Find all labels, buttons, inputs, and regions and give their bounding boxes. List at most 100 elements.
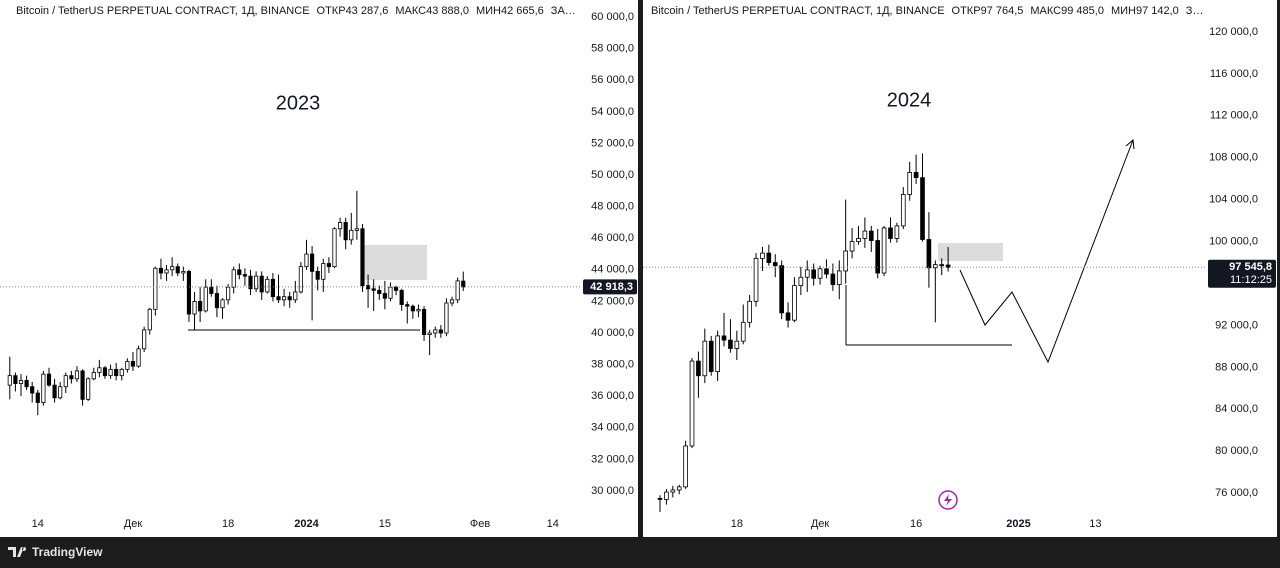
year-label: 2023 bbox=[276, 92, 321, 114]
candle-body bbox=[52, 384, 57, 399]
y-tick-label: 52 000,0 bbox=[591, 137, 634, 149]
candle-body bbox=[198, 301, 203, 312]
ohlc-name: МАКС bbox=[1030, 5, 1062, 17]
candle-body bbox=[46, 373, 52, 386]
y-tick-label: 36 000,0 bbox=[591, 390, 634, 402]
candle-body bbox=[868, 230, 874, 241]
candle-body bbox=[382, 293, 387, 299]
ohlc-name: МИН bbox=[475, 5, 501, 17]
candle-body bbox=[209, 286, 214, 294]
candle-body bbox=[310, 253, 315, 272]
candle-body bbox=[164, 269, 169, 274]
candle-body bbox=[444, 302, 449, 334]
y-tick-label: 104 000,0 bbox=[1209, 194, 1258, 206]
candle-body bbox=[69, 375, 74, 380]
y-tick-label: 48 000,0 bbox=[591, 201, 634, 213]
chart-header: Bitcoin / TetherUS PERPETUAL CONTRACT, 1… bbox=[651, 5, 1207, 17]
candle-body bbox=[170, 266, 175, 271]
left-panel bbox=[0, 0, 638, 537]
candle-body bbox=[136, 348, 141, 367]
candle-body bbox=[410, 305, 415, 312]
candle-body bbox=[907, 172, 913, 195]
y-tick-label: 120 000,0 bbox=[1209, 26, 1258, 38]
y-tick-label: 44 000,0 bbox=[591, 264, 634, 276]
y-tick-label: 34 000,0 bbox=[591, 422, 634, 434]
candle-body bbox=[433, 329, 438, 334]
candle-body bbox=[804, 269, 810, 278]
candle-body bbox=[875, 240, 881, 274]
brand-name: TradingView bbox=[32, 545, 103, 559]
candle-body bbox=[939, 264, 945, 267]
x-tick-label: Дек bbox=[124, 518, 143, 530]
candle-body bbox=[747, 300, 752, 323]
y-tick-label: 58 000,0 bbox=[591, 43, 634, 55]
event-icon bbox=[938, 490, 958, 510]
candle-body bbox=[332, 228, 337, 268]
candle-body bbox=[343, 222, 348, 241]
candle-body bbox=[35, 392, 40, 403]
candle-body bbox=[399, 289, 404, 305]
brand: TradingView bbox=[8, 545, 102, 559]
y-tick-label: 40 000,0 bbox=[591, 327, 634, 339]
ohlc-name: ОТКР bbox=[316, 5, 346, 17]
y-tick-label: 88 000,0 bbox=[1215, 361, 1258, 373]
chart-panel: 2023 30 000,0 32 000,0 34 000,0 36 000,0 38 0… bbox=[0, 11, 637, 530]
candle-body bbox=[696, 360, 701, 377]
candle-body bbox=[321, 263, 326, 280]
order-block bbox=[938, 243, 1003, 261]
candle-body bbox=[798, 276, 804, 287]
candle-body bbox=[315, 271, 320, 280]
candle-body bbox=[153, 267, 158, 310]
projection-path bbox=[959, 139, 1134, 364]
candle-body bbox=[186, 271, 192, 315]
candle-body bbox=[664, 491, 669, 500]
candle-body bbox=[41, 373, 46, 403]
chart-header: Bitcoin / TetherUS PERPETUAL CONTRACT, 1… bbox=[16, 5, 581, 17]
candle-body bbox=[740, 321, 746, 342]
year-label: 2024 bbox=[887, 89, 932, 111]
candle-body bbox=[175, 266, 180, 274]
candle-body bbox=[214, 293, 220, 309]
candle-body bbox=[58, 386, 63, 399]
last-price-tag bbox=[583, 279, 637, 295]
candle-body bbox=[753, 257, 759, 302]
candle-body bbox=[734, 340, 740, 349]
candle-body bbox=[125, 361, 130, 370]
candle-body bbox=[888, 227, 893, 239]
x-tick-label: Фев bbox=[470, 518, 490, 530]
event-icon-bolt bbox=[944, 494, 952, 506]
projection-arrow bbox=[1125, 139, 1135, 150]
candle-body bbox=[766, 252, 772, 263]
y-tick-label: 100 000,0 bbox=[1209, 235, 1258, 247]
candle-body bbox=[254, 275, 259, 290]
candle-body bbox=[293, 291, 298, 301]
ohlc-value: 43 888,0 bbox=[426, 5, 469, 17]
candle-body bbox=[894, 225, 900, 239]
candle-body bbox=[371, 288, 376, 291]
candle-body bbox=[405, 304, 410, 307]
ohlc-value: 99 485,0 bbox=[1061, 5, 1104, 17]
y-tick-label: 56 000,0 bbox=[591, 74, 634, 86]
candle-body bbox=[843, 250, 848, 272]
candle-body bbox=[259, 275, 264, 293]
candle-body bbox=[203, 286, 208, 312]
y-tick-label: 84 000,0 bbox=[1215, 403, 1258, 415]
candle-body bbox=[119, 368, 124, 377]
last-price-tag bbox=[1208, 259, 1276, 288]
candle-body bbox=[388, 286, 393, 299]
x-tick-label: 18 bbox=[731, 518, 743, 530]
candle-body bbox=[91, 372, 96, 380]
y-tick-label: 38 000,0 bbox=[591, 359, 634, 371]
candle-body bbox=[427, 332, 432, 335]
y-tick-label: 50 000,0 bbox=[591, 169, 634, 181]
candle-body bbox=[785, 312, 791, 321]
x-tick-label: 16 bbox=[910, 518, 922, 530]
y-tick-label: 30 000,0 bbox=[591, 485, 634, 497]
candle-body bbox=[670, 489, 676, 493]
candle-body bbox=[676, 486, 682, 491]
candle-body bbox=[862, 230, 868, 239]
y-tick-label: 112 000,0 bbox=[1210, 110, 1258, 122]
candle-body bbox=[772, 262, 778, 267]
x-tick-label: 18 bbox=[222, 518, 234, 530]
candle-body bbox=[147, 308, 152, 331]
